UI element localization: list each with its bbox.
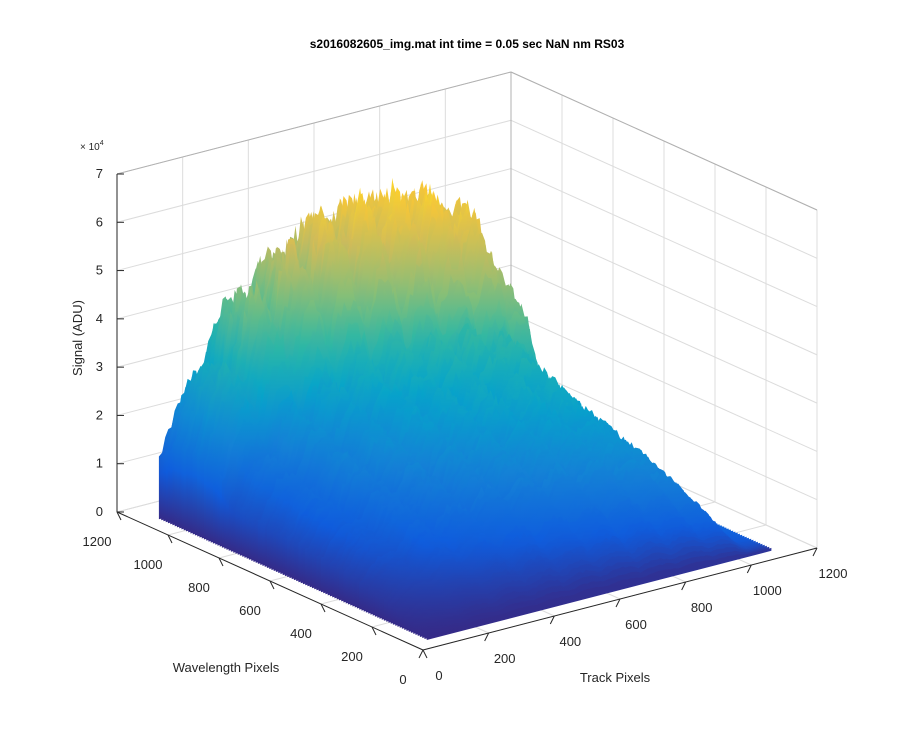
grid-line [510,168,818,308]
grid-line [510,361,818,501]
z-exponent-base: × 10 [80,142,100,153]
axes-layer [116,173,818,659]
x-tick [484,632,490,642]
y-tick [218,557,224,567]
x-tick [549,615,555,625]
y-tick-label: 400 [290,626,312,641]
z-tick-label: 4 [96,311,103,326]
z-tick-label: 1 [96,456,103,471]
grid-line [510,119,818,259]
y-tick [371,626,377,636]
x-tick [746,564,752,574]
z-tick-label: 7 [96,166,103,181]
z-tick-label: 3 [96,359,103,374]
surface-slice [426,547,772,640]
x-tick-label: 400 [559,634,581,649]
z-tick-label: 5 [96,263,103,278]
x-tick-label: 1000 [753,583,782,598]
z-tick-label: 2 [96,407,103,422]
surface-layer [158,177,772,640]
z-tick-label: 0 [96,504,103,519]
x-tick-label: 0 [435,668,442,683]
z-exponent-label: × 104 [80,140,104,153]
y-tick [269,580,275,590]
x-tick-label: 200 [494,651,516,666]
y-tick [167,534,173,544]
grid-line [510,264,818,404]
grid-line [116,119,512,223]
x-tick [812,547,818,557]
box-edge [116,71,512,175]
z-axis-label: Signal (ADU) [70,300,85,376]
chart-title: s2016082605_img.mat int time = 0.05 sec … [310,37,625,51]
x-tick-label: 1200 [819,566,848,581]
x-tick-label: 600 [625,617,647,632]
x-tick [615,598,621,608]
y-tick-label: 200 [341,649,363,664]
y-tick-label: 600 [239,603,261,618]
x-tick [418,649,424,659]
y-tick [320,603,326,613]
y-tick-label: 1200 [83,534,112,549]
x-tick [681,581,687,591]
z-tick-label: 6 [96,214,103,229]
text-layer: s2016082605_img.mat int time = 0.05 sec … [70,37,847,687]
grid-line [510,216,818,356]
y-axis-label: Wavelength Pixels [173,660,280,675]
x-tick-label: 800 [691,600,713,615]
y-tick-label: 800 [188,580,210,595]
x-axis-label: Track Pixels [580,670,651,685]
y-tick-label: 1000 [134,557,163,572]
grid-line [510,312,818,452]
y-tick [422,649,428,659]
y-tick [116,511,122,521]
y-tick-label: 0 [399,672,406,687]
z-exponent-power: 4 [100,140,104,147]
box-edge [510,71,818,211]
